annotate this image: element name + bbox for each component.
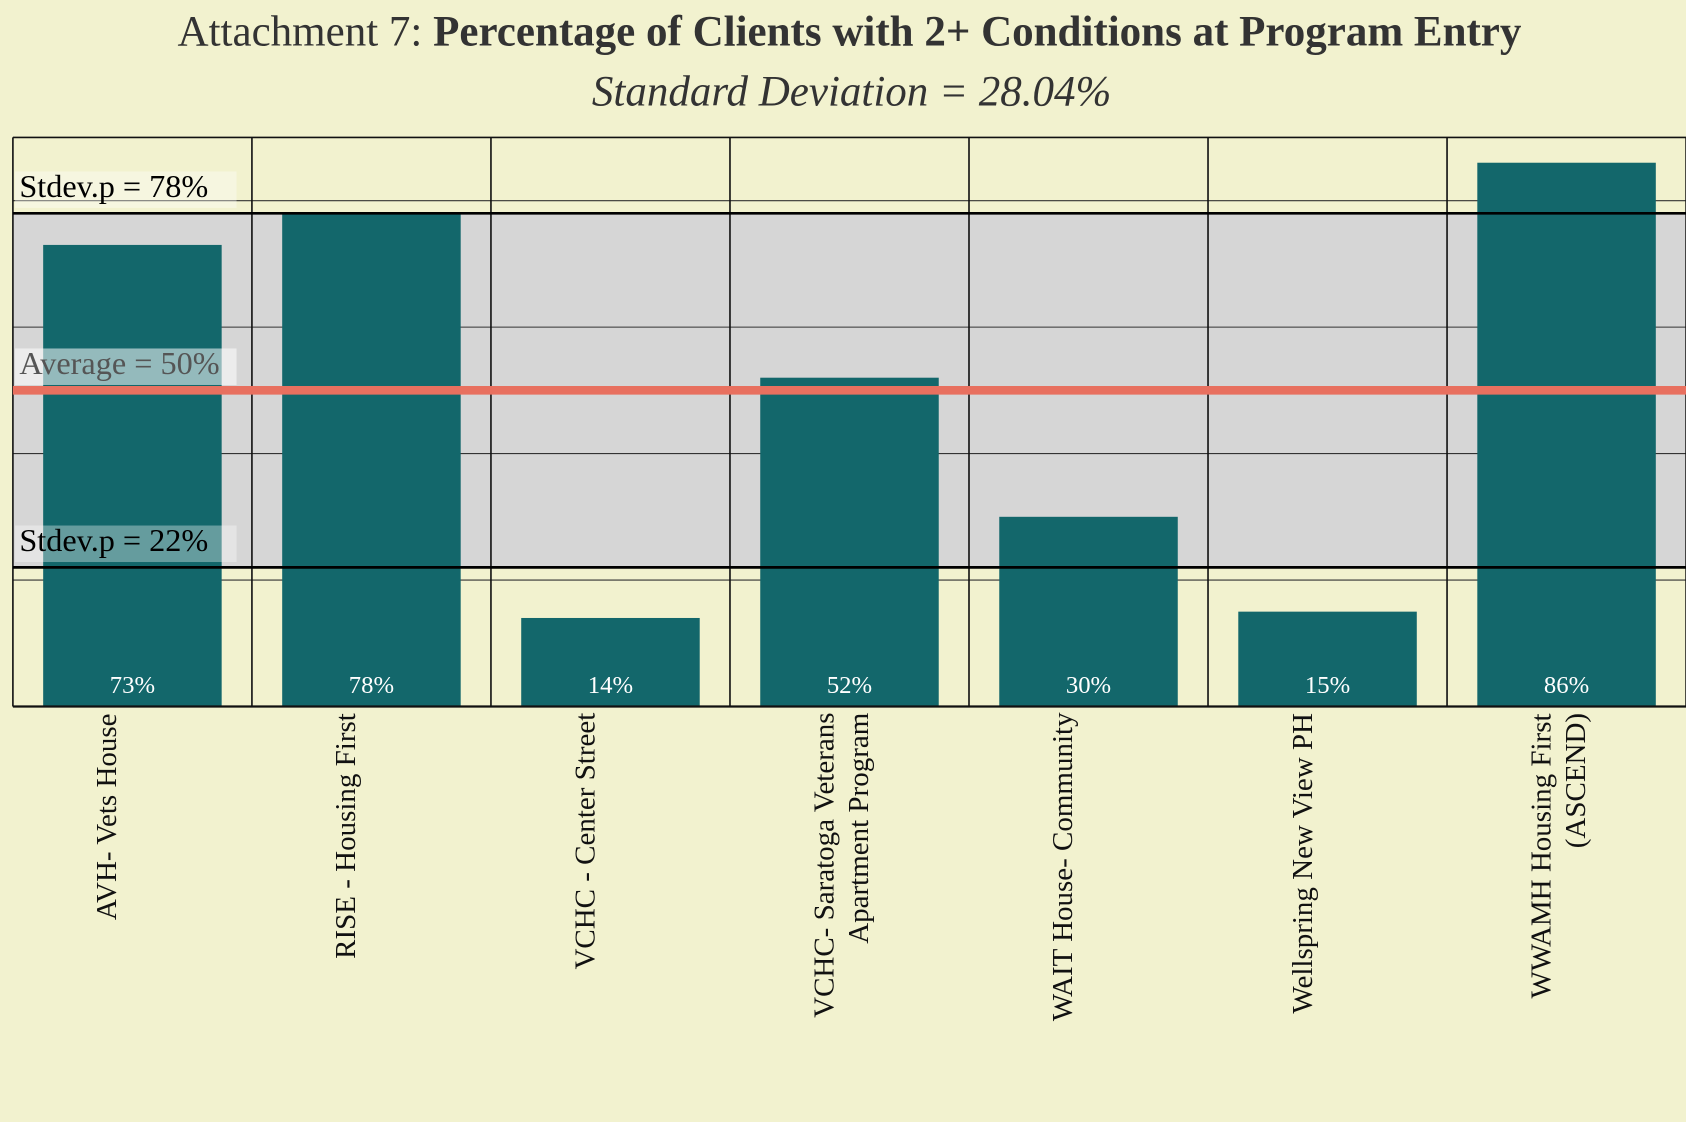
value-label: 14% bbox=[588, 672, 633, 699]
value-label: 52% bbox=[827, 672, 872, 699]
x-tick-label: VCHC- Saratoga Veterans Apartment Progra… bbox=[807, 712, 875, 1019]
bar bbox=[43, 244, 222, 707]
reference-label-bg bbox=[15, 348, 237, 385]
x-tick-label: VCHC - Center Street bbox=[568, 712, 601, 970]
reference-label-bg bbox=[15, 525, 237, 563]
value-label: 78% bbox=[349, 672, 394, 699]
bar bbox=[1477, 162, 1656, 707]
value-label: 86% bbox=[1544, 672, 1589, 699]
bar bbox=[282, 213, 461, 707]
value-label: 30% bbox=[1066, 672, 1111, 699]
value-label: 73% bbox=[110, 672, 155, 699]
reference-label: Stdev.p = 22% bbox=[19, 522, 208, 558]
bar bbox=[521, 617, 700, 707]
x-tick-label: Wellspring New View PH bbox=[1285, 712, 1318, 1014]
chart-title: Attachment 7: Percentage of Clients with… bbox=[178, 8, 1522, 55]
x-tick-label: WAIT House- Community bbox=[1046, 712, 1079, 1022]
bar bbox=[999, 516, 1178, 707]
title-main: Percentage of Clients with 2+ Conditions… bbox=[433, 8, 1522, 55]
reference-label: Average = 50% bbox=[19, 345, 219, 381]
title-lead: Attachment 7: bbox=[178, 8, 423, 55]
x-tick-label: AVH- Vets House bbox=[90, 712, 123, 920]
bar bbox=[1238, 611, 1417, 707]
value-label: 15% bbox=[1305, 672, 1350, 699]
reference-label: Stdev.p = 78% bbox=[19, 168, 208, 204]
x-tick-label: WWAMH Housing First (ASCEND) bbox=[1524, 712, 1592, 999]
chart-subtitle: Standard Deviation = 28.04% bbox=[592, 68, 1111, 115]
reference-label-bg bbox=[15, 171, 237, 208]
x-tick-label: RISE - Housing First bbox=[329, 712, 362, 959]
bar bbox=[760, 377, 939, 707]
